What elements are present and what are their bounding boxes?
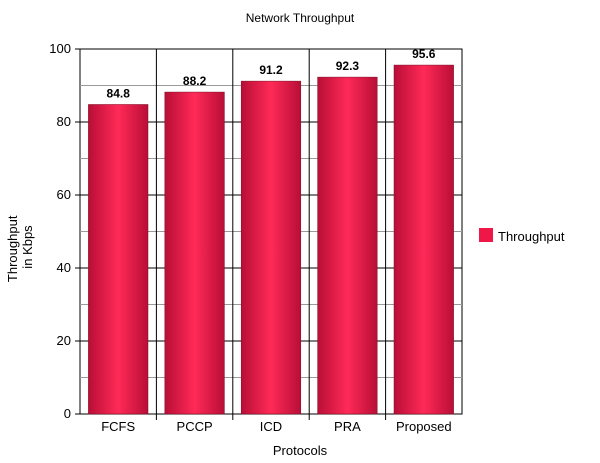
y-tick-label-2: 40	[57, 260, 71, 275]
x-axis-ticks: FCFS PCCP ICD PRA Proposed	[101, 414, 452, 434]
bar-icd	[240, 80, 302, 415]
legend: Throughput	[479, 228, 565, 244]
data-label-pra: 92.3	[336, 59, 360, 73]
data-labels: 84.8 88.2 91.2 92.3 95.6	[107, 47, 436, 100]
y-axis-label-line-1: Throughput	[5, 215, 20, 282]
x-tick-label-pra: PRA	[334, 419, 361, 434]
x-tick-label-pccp: PCCP	[177, 419, 213, 434]
x-tick-label-icd: ICD	[260, 419, 282, 434]
legend-label: Throughput	[498, 229, 565, 244]
bar-pra	[317, 76, 378, 415]
bars	[88, 64, 454, 415]
data-label-fcfs: 84.8	[107, 86, 131, 100]
x-axis-label: Protocols	[273, 443, 328, 458]
data-label-icd: 91.2	[259, 63, 283, 77]
bar-pccp	[164, 91, 225, 415]
y-tick-label-5: 100	[49, 41, 71, 56]
x-tick-label-fcfs: FCFS	[101, 419, 135, 434]
y-tick-label-3: 60	[57, 187, 71, 202]
chart-title: Network Throughput	[246, 11, 355, 25]
bar-proposed	[393, 64, 454, 415]
y-tick-label-1: 20	[57, 333, 71, 348]
y-axis-label: Throughput in Kbps	[5, 212, 35, 282]
category-separators	[155, 49, 387, 414]
y-axis-label-line-2: in Kbps	[20, 225, 35, 269]
data-label-proposed: 95.6	[412, 47, 436, 61]
data-label-pccp: 88.2	[183, 74, 207, 88]
bar-fcfs	[88, 104, 149, 415]
y-tick-label-4: 80	[57, 114, 71, 129]
y-axis-ticks: 0 20 40 60 80 100	[49, 41, 80, 421]
y-tick-label-0: 0	[64, 406, 71, 421]
legend-swatch	[479, 228, 493, 242]
x-tick-label-proposed: Proposed	[396, 419, 452, 434]
